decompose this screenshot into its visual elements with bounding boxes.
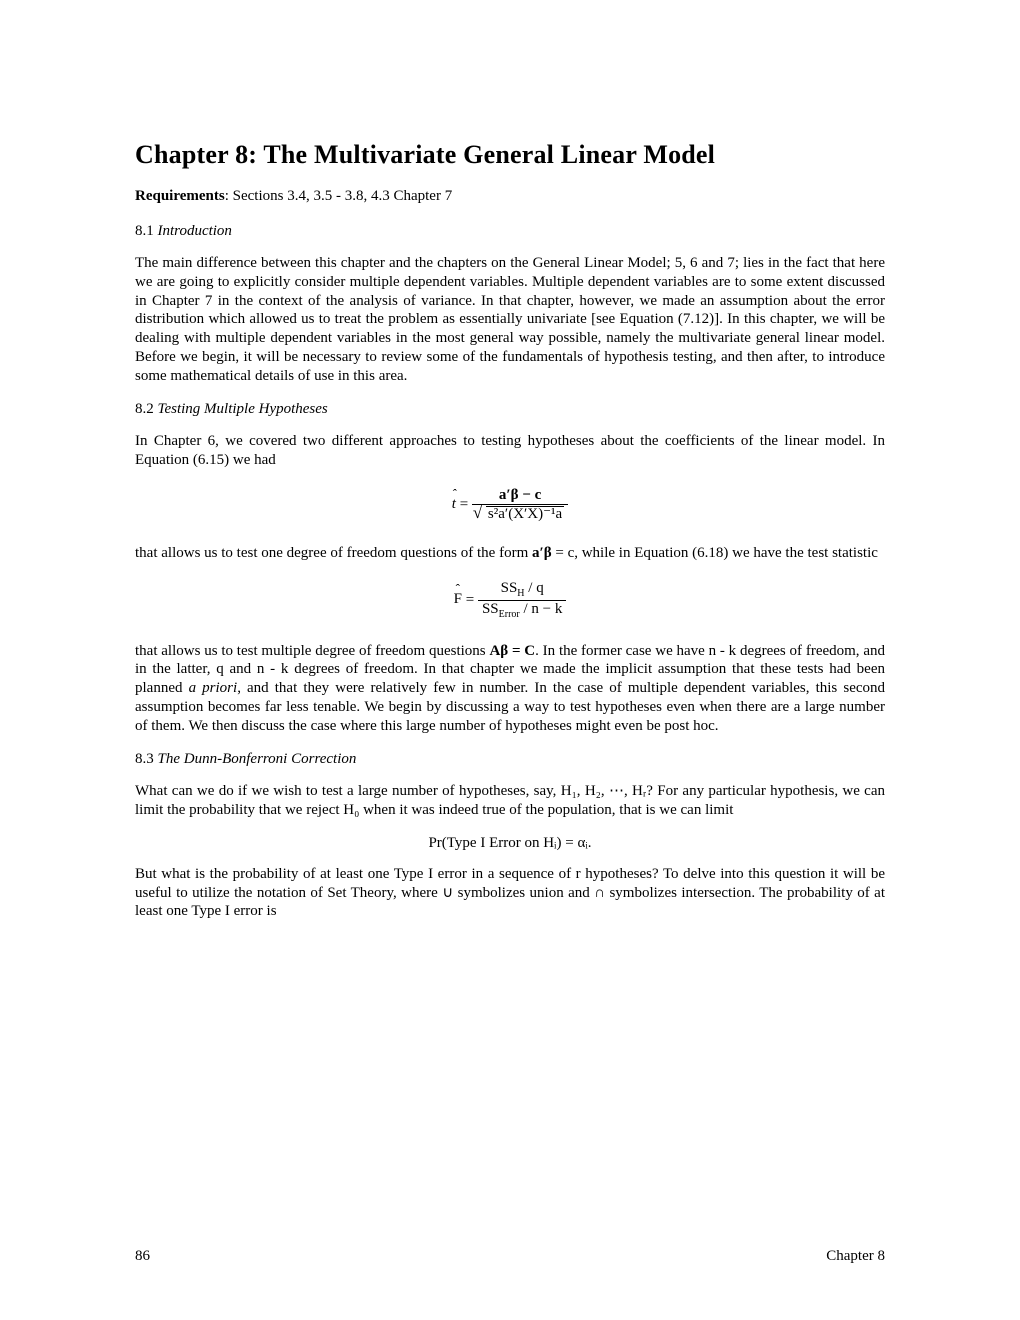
chapter-title: Chapter 8: The Multivariate General Line… bbox=[135, 140, 885, 170]
eq2-denominator: SSError / n − k bbox=[478, 601, 566, 620]
paragraph-intro: The main difference between this chapter… bbox=[135, 254, 885, 385]
equation-F-stat: F = SSH / q SSError / n − k bbox=[135, 581, 885, 620]
inline-AbetaC: Aβ = C bbox=[489, 643, 535, 659]
eq1-denominator: s²a′(X′X)⁻¹a bbox=[472, 505, 568, 522]
eq2-numerator: SSH / q bbox=[478, 581, 566, 601]
equation-type1: Pr(Type I Error on Hᵢ) = αᵢ. bbox=[135, 836, 885, 851]
section-title: Testing Multiple Hypotheses bbox=[158, 401, 328, 417]
t-hat-symbol: t bbox=[452, 497, 456, 512]
requirements-text: : Sections 3.4, 3.5 - 3.8, 4.3 Chapter 7 bbox=[225, 188, 452, 204]
requirements-label: Requirements bbox=[135, 188, 225, 204]
requirements-line: Requirements: Sections 3.4, 3.5 - 3.8, 4… bbox=[135, 188, 885, 205]
section-heading-8-2: 8.2 Testing Multiple Hypotheses bbox=[135, 401, 885, 418]
document-page: Chapter 8: The Multivariate General Line… bbox=[0, 0, 1020, 1320]
section-heading-8-3: 8.3 The Dunn-Bonferroni Correction bbox=[135, 751, 885, 768]
section-title: The Dunn-Bonferroni Correction bbox=[158, 751, 357, 767]
section-heading-8-1: 8.1 Introduction bbox=[135, 223, 885, 240]
section-title: Introduction bbox=[158, 223, 232, 239]
section-number: 8.2 bbox=[135, 401, 154, 417]
equation-t-stat: t = a′β − c s²a′(X′X)⁻¹a bbox=[135, 488, 885, 522]
footer-chapter-label: Chapter 8 bbox=[826, 1248, 885, 1265]
inline-apriori: a priori bbox=[189, 680, 238, 696]
paragraph-p4: that allows us to test multiple degree o… bbox=[135, 642, 885, 736]
paragraph-p3: that allows us to test one degree of fre… bbox=[135, 544, 885, 563]
paragraph-p2: In Chapter 6, we covered two different a… bbox=[135, 432, 885, 470]
page-number: 86 bbox=[135, 1248, 150, 1265]
eq1-numerator: a′β − c bbox=[472, 488, 568, 505]
p4a: that allows us to test multiple degree o… bbox=[135, 643, 489, 659]
section-number: 8.3 bbox=[135, 751, 154, 767]
paragraph-p6: But what is the probability of at least … bbox=[135, 865, 885, 921]
section-number: 8.1 bbox=[135, 223, 154, 239]
F-hat-symbol: F bbox=[454, 592, 462, 607]
p3a: that allows us to test one degree of fre… bbox=[135, 545, 532, 561]
p3b: = c, while in Equation (6.18) we have th… bbox=[552, 545, 878, 561]
p4c: , and that they were relatively few in n… bbox=[135, 680, 885, 734]
inline-abeta: a′β bbox=[532, 545, 552, 561]
paragraph-p5: What can we do if we wish to test a larg… bbox=[135, 782, 885, 820]
page-footer: 86 Chapter 8 bbox=[135, 1248, 885, 1265]
